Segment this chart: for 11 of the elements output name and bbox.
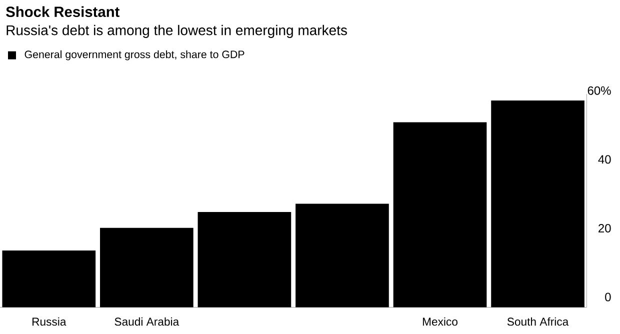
y-tick-label: 40 xyxy=(598,155,611,164)
x-tick-label: Russia xyxy=(32,317,66,326)
x-tick-label: Saudi Arabia xyxy=(114,317,180,326)
x-tick-label: Mexico xyxy=(422,317,458,326)
chart-subtitle: Russia's debt is among the lowest in emerging markets xyxy=(6,24,347,38)
y-tick-label: 0 xyxy=(605,292,611,302)
legend-label: General government gross debt, share to GDP xyxy=(24,50,244,60)
y-tick-label: 20 xyxy=(598,224,611,232)
chart-title: Shock Resistant xyxy=(6,6,120,18)
x-tick-label: South Africa xyxy=(507,317,569,326)
y-tick-label: 60% xyxy=(588,86,611,95)
